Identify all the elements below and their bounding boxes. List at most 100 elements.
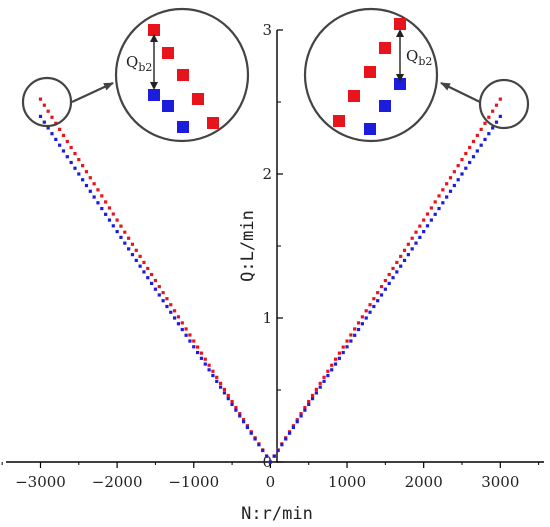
data-point-series-2 xyxy=(314,391,318,395)
data-point-series-2 xyxy=(360,322,364,326)
data-point-series-1 xyxy=(353,327,357,331)
data-point-series-1 xyxy=(345,339,349,343)
data-point-series-2 xyxy=(249,431,253,435)
data-point-series-2 xyxy=(349,339,353,343)
data-point-series-1 xyxy=(61,133,66,138)
data-point-series-2 xyxy=(410,247,414,251)
data-point-series-2 xyxy=(238,414,242,418)
data-point-series-2 xyxy=(299,414,303,418)
data-point-series-2 xyxy=(418,235,422,239)
data-point-series-1 xyxy=(92,182,96,186)
data-point-series-1 xyxy=(333,357,338,361)
data-point-series-2 xyxy=(176,322,181,326)
data-point-series-2 xyxy=(92,195,96,199)
data-point-series-1 xyxy=(138,254,142,258)
data-point-series-1 xyxy=(360,315,364,319)
zoom-marker xyxy=(177,69,189,81)
data-point-series-1 xyxy=(364,309,368,313)
data-point-series-1 xyxy=(207,363,211,367)
data-point-series-2 xyxy=(402,258,407,262)
data-point-series-1 xyxy=(303,405,307,410)
data-point-series-2 xyxy=(104,212,108,216)
data-point-series-2 xyxy=(441,201,445,205)
x-axis-ticks: −3000 −2000 −1000 0 1000 2000 3000 xyxy=(1,462,540,491)
y-tick-label: 3 xyxy=(262,21,272,39)
zoom-marker xyxy=(364,66,376,78)
data-point-series-2 xyxy=(165,304,169,309)
data-point-series-1 xyxy=(314,387,318,392)
data-point-series-2 xyxy=(84,183,89,188)
data-point-series-2 xyxy=(475,149,479,153)
data-point-series-2 xyxy=(65,155,69,159)
data-point-series-2 xyxy=(280,443,284,447)
data-point-series-1 xyxy=(230,399,234,404)
data-point-series-2 xyxy=(287,431,292,435)
data-point-series-2 xyxy=(192,345,196,349)
data-point-series-2 xyxy=(46,126,50,130)
data-point-series-2 xyxy=(253,437,257,441)
data-point-series-2 xyxy=(73,166,77,170)
data-point-series-2 xyxy=(127,247,131,251)
data-point-series-2 xyxy=(211,374,215,378)
zoom-marker xyxy=(148,24,160,36)
x-tick-label: 1000 xyxy=(328,473,366,491)
data-point-series-1 xyxy=(73,151,77,156)
data-point-series-2 xyxy=(54,137,58,142)
data-point-series-1 xyxy=(245,424,250,428)
data-point-series-2 xyxy=(487,132,491,136)
zoom-marker xyxy=(394,18,406,30)
data-point-series-2 xyxy=(372,304,376,309)
data-point-series-1 xyxy=(65,139,69,144)
data-point-series-1 xyxy=(475,133,479,138)
data-point-series-2 xyxy=(207,368,211,372)
data-point-series-2 xyxy=(38,114,43,118)
data-point-series-2 xyxy=(498,114,502,118)
data-point-series-1 xyxy=(487,115,491,119)
data-point-series-1 xyxy=(326,369,330,373)
zoom-marker xyxy=(348,90,360,102)
data-point-series-1 xyxy=(448,176,453,180)
data-point-series-2 xyxy=(261,448,265,453)
data-point-series-2 xyxy=(188,339,192,343)
data-point-series-2 xyxy=(272,454,276,458)
data-point-series-1 xyxy=(322,375,326,379)
data-point-series-1 xyxy=(134,248,138,252)
data-point-series-2 xyxy=(364,316,368,320)
data-point-series-1 xyxy=(238,412,242,416)
zoom-marker xyxy=(207,117,219,129)
data-point-series-2 xyxy=(134,258,138,262)
data-point-series-1 xyxy=(50,115,54,119)
data-point-series-2 xyxy=(218,385,223,389)
y-tick-label: 2 xyxy=(262,165,272,183)
zoom-marker xyxy=(379,42,391,54)
data-point-series-2 xyxy=(257,443,261,447)
data-point-series-2 xyxy=(456,178,460,182)
zoom-arrow-right xyxy=(440,82,481,103)
data-point-series-2 xyxy=(464,166,468,170)
data-point-series-1 xyxy=(180,321,184,325)
data-point-series-1 xyxy=(491,109,495,113)
zoom-source-circle-left xyxy=(21,76,73,128)
data-point-series-2 xyxy=(222,391,227,395)
data-point-series-1 xyxy=(437,194,441,198)
data-point-series-1 xyxy=(127,236,131,240)
data-point-series-1 xyxy=(468,145,472,150)
data-point-series-2 xyxy=(460,172,464,176)
data-point-series-2 xyxy=(199,356,204,360)
data-point-series-2 xyxy=(58,143,62,147)
data-point-series-1 xyxy=(199,351,204,355)
data-point-series-1 xyxy=(77,158,81,162)
data-point-series-1 xyxy=(402,248,407,252)
data-point-series-1 xyxy=(218,381,223,385)
data-point-series-1 xyxy=(387,272,391,277)
data-point-series-1 xyxy=(452,170,456,174)
x-tick-label: −1000 xyxy=(168,473,219,491)
data-point-series-2 xyxy=(391,276,395,280)
data-point-series-2 xyxy=(153,287,158,291)
data-point-series-2 xyxy=(215,379,219,383)
data-point-series-1 xyxy=(192,339,196,343)
data-point-series-2 xyxy=(387,281,391,286)
zoom-marker xyxy=(192,93,204,105)
data-point-series-2 xyxy=(422,230,426,234)
zoom-marker xyxy=(148,89,160,101)
